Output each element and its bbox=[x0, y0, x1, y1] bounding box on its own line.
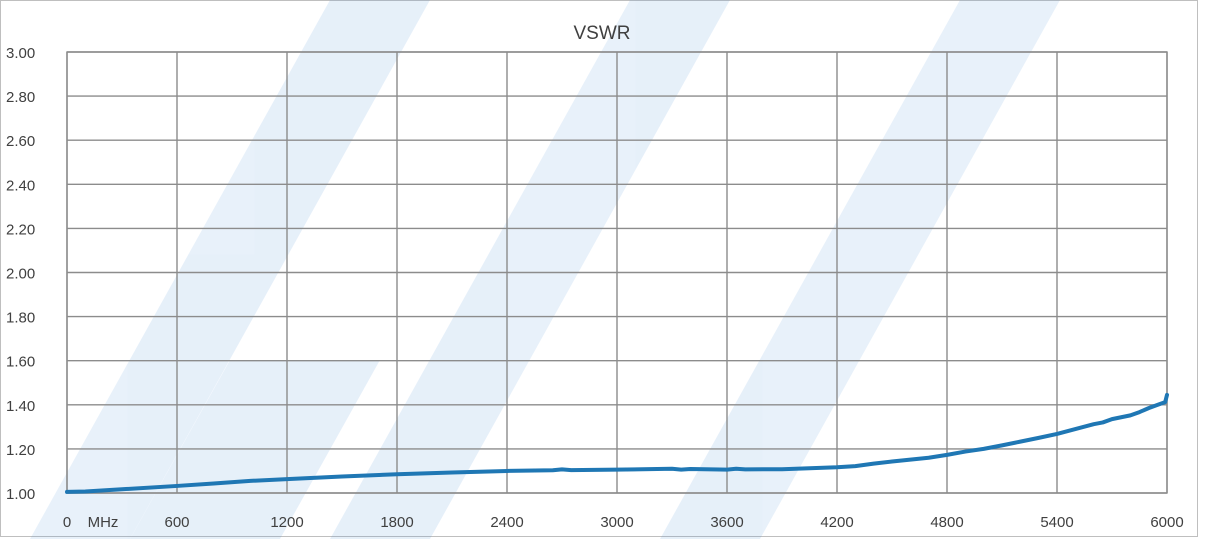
y-tick-label: 2.80 bbox=[6, 89, 35, 106]
series-layer bbox=[65, 392, 1169, 494]
plot-area-border bbox=[66, 51, 1168, 494]
x-unit-label: MHz bbox=[88, 514, 119, 531]
y-tick-label: 1.40 bbox=[6, 398, 35, 415]
x-tick-label: 3000 bbox=[600, 514, 633, 531]
vswr-series-line bbox=[65, 392, 1169, 494]
chart-title: VSWR bbox=[574, 23, 631, 44]
x-tick-label: 4200 bbox=[820, 514, 853, 531]
y-tick-label: 2.20 bbox=[6, 221, 35, 238]
y-tick-label: 1.00 bbox=[6, 486, 35, 503]
y-tick-label: 2.00 bbox=[6, 266, 35, 283]
y-tick-label: 1.60 bbox=[6, 354, 35, 371]
y-tick-label: 2.40 bbox=[6, 177, 35, 194]
y-tick-label: 1.80 bbox=[6, 310, 35, 327]
x-tick-label: 1800 bbox=[380, 514, 413, 531]
x-tick-labels: 0 600 1200 1800 2400 3000 3600 4200 4800 5400 6000 bbox=[63, 514, 1184, 531]
x-tick-label: 6000 bbox=[1150, 514, 1183, 531]
x-tick-label: 0 bbox=[63, 514, 71, 531]
y-tick-label: 3.00 bbox=[6, 45, 35, 62]
x-tick-label: 1200 bbox=[270, 514, 303, 531]
axes bbox=[66, 51, 1168, 494]
y-tick-labels: 1.00 1.20 1.40 1.60 1.80 2.00 2.20 2.40 2.60 2.80… bbox=[6, 45, 35, 503]
x-tick-label: 3600 bbox=[710, 514, 743, 531]
x-tick-label: 4800 bbox=[930, 514, 963, 531]
x-tick-label: 600 bbox=[164, 514, 189, 531]
x-tick-label: 5400 bbox=[1040, 514, 1073, 531]
y-tick-label: 2.60 bbox=[6, 133, 35, 150]
x-tick-label: 2400 bbox=[490, 514, 523, 531]
y-tick-label: 1.20 bbox=[6, 442, 35, 459]
